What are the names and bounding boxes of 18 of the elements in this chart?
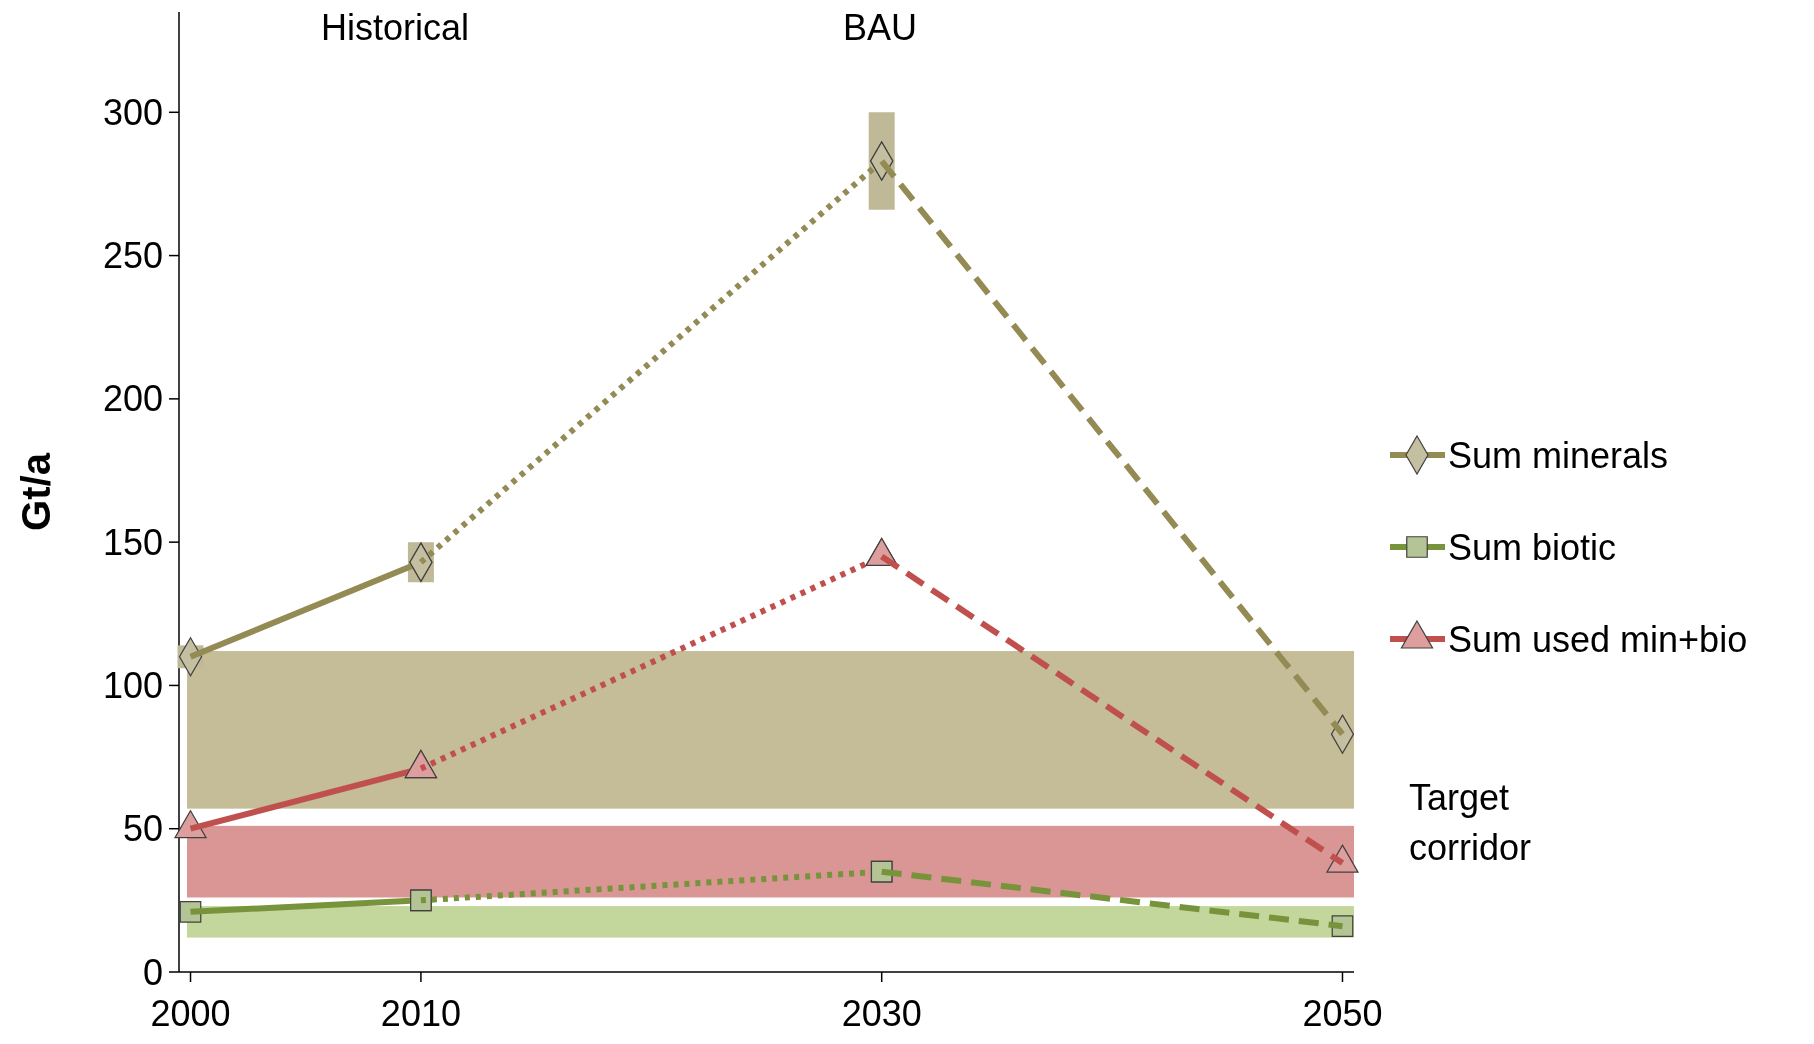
y-tick-label: 50	[122, 808, 163, 850]
legend-label: Sum used min+bio	[1448, 618, 1748, 660]
x-tick-label: 2000	[150, 993, 231, 1034]
annotation: BAU	[842, 7, 918, 48]
legend-label: Sum biotic	[1448, 526, 1617, 568]
y-axis-title: Gt/a	[14, 452, 58, 531]
y-tick-label: 0	[142, 951, 163, 993]
y-tick-label: 300	[102, 91, 163, 133]
x-tick-label: 2050	[1302, 993, 1383, 1034]
y-tick-label: 150	[102, 521, 163, 563]
text: Target corridor	[1409, 777, 1532, 868]
annotation: Historical	[320, 7, 470, 48]
y-tick-label: 100	[102, 665, 163, 707]
x-tick-label: 2010	[380, 993, 461, 1034]
x-tick-label: 2030	[841, 993, 922, 1034]
y-tick-label: 200	[102, 378, 163, 420]
legend-label: Sum minerals	[1448, 434, 1669, 476]
y-tick-label: 250	[102, 235, 163, 277]
